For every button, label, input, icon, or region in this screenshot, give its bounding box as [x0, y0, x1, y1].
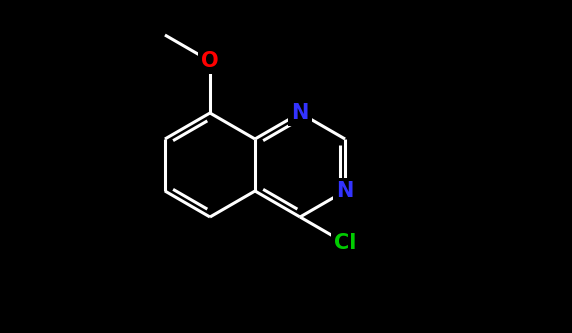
- Text: O: O: [201, 51, 219, 71]
- Text: N: N: [291, 103, 309, 123]
- Text: Cl: Cl: [334, 233, 356, 253]
- Text: N: N: [336, 181, 353, 201]
